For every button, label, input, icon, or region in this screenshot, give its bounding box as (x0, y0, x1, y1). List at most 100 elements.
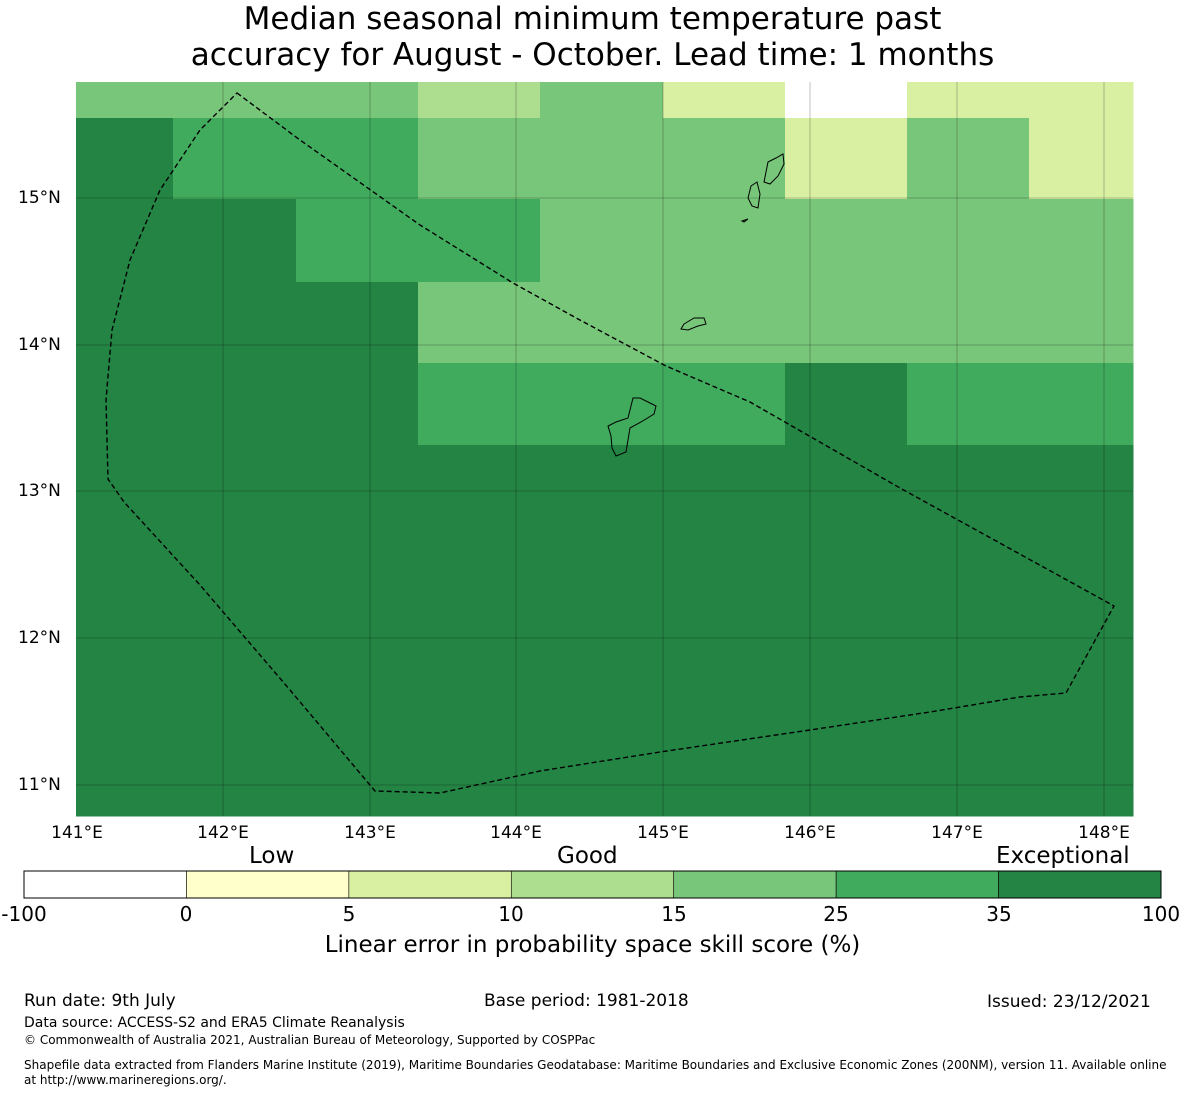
colorbar-segment (998, 870, 1162, 899)
grid-cell (418, 199, 541, 283)
grid-cell (907, 118, 1030, 200)
category-label-good: Good (557, 843, 618, 869)
lon-tick-label: 146°E (784, 823, 836, 843)
grid-cell (418, 118, 541, 200)
grid-cell (785, 82, 908, 119)
tinian-island (747, 181, 761, 209)
grid-cell (296, 199, 419, 283)
grid-cell (173, 118, 297, 200)
grid-cell (1029, 82, 1134, 119)
grid-cell (663, 118, 786, 200)
grid-cell (76, 82, 174, 119)
colorbar-axis-label: Linear error in probability space skill … (324, 932, 861, 958)
lon-tick-label: 145°E (637, 823, 689, 843)
colorbar-frame (23, 870, 1162, 899)
grid-cell (296, 363, 419, 446)
grid-cell (540, 118, 664, 200)
data-source: Data source: ACCESS-S2 and ERA5 Climate … (24, 1015, 405, 1031)
colorbar-tick-label: 100 (1141, 902, 1181, 926)
grid-cell (907, 445, 1030, 817)
grid-cell (76, 363, 174, 446)
grid-cell (418, 82, 541, 119)
grid-cell (785, 282, 908, 364)
colorbar-tick-label: -100 (1, 902, 47, 926)
rota-island (680, 317, 707, 331)
grid-cell (1029, 118, 1134, 200)
colorbar-segment (348, 870, 512, 899)
grid-cell (296, 282, 419, 364)
lat-tick-label: 11°N (18, 775, 61, 795)
grid-cell (173, 445, 297, 817)
grid-cell (418, 282, 541, 364)
lon-tick-label: 142°E (197, 823, 249, 843)
colorbar (23, 870, 1162, 899)
grid-cell (76, 282, 174, 364)
grid-cell (540, 82, 664, 119)
graticule (76, 82, 1133, 816)
copyright-notice: © Commonwealth of Australia 2021, Austra… (24, 1033, 596, 1047)
grid-cell (1029, 282, 1134, 364)
lat-tick-label: 12°N (18, 628, 61, 648)
colorbar-tick-label: 15 (661, 902, 687, 926)
grid-cell (663, 445, 786, 817)
colorbar-tick-label: 35 (986, 902, 1012, 926)
category-label-exceptional: Exceptional (996, 843, 1130, 869)
grid-cell (1029, 199, 1134, 283)
lon-tick-label: 147°E (931, 823, 983, 843)
grid-cell (785, 118, 908, 200)
lon-tick-label: 144°E (490, 823, 542, 843)
issued-date: Issued: 23/12/2021 (987, 992, 1151, 1012)
colorbar-tick-label: 10 (498, 902, 524, 926)
colorbar-segment (835, 870, 999, 899)
aguijan-island (740, 218, 749, 223)
lat-tick-label: 15°N (18, 188, 61, 208)
lon-tick-label: 148°E (1078, 823, 1130, 843)
base-period: Base period: 1981-2018 (484, 991, 689, 1011)
run-date: Run date: 9th July (24, 991, 176, 1011)
colorbar-tick-label: 0 (179, 902, 193, 926)
grid-cell (907, 199, 1030, 283)
colorbar-tick-label: 5 (342, 902, 356, 926)
grid-cell (173, 82, 297, 119)
colorbar-segment (23, 870, 187, 899)
grid-cell (907, 363, 1030, 446)
grid-cell (296, 82, 419, 119)
eez-boundary (105, 92, 1115, 794)
grid-cell (296, 118, 419, 200)
colorbar-segment (673, 870, 837, 899)
grid-cell (540, 282, 664, 364)
grid-cell (785, 445, 908, 817)
grid-cell (76, 445, 174, 817)
colorbar-segment (510, 870, 675, 899)
grid-cell (173, 363, 297, 446)
grid-cell (1029, 445, 1134, 817)
grid-cell (418, 363, 541, 446)
shapefile-credit-line-1: Shapefile data extracted from Flanders M… (24, 1058, 1167, 1072)
grid-cell (663, 282, 786, 364)
grid-cell (785, 363, 908, 446)
lon-tick-label: 143°E (344, 823, 396, 843)
colorbar-tick-label: 25 (823, 902, 849, 926)
grid-cell (663, 199, 786, 283)
grid-cell (907, 282, 1030, 364)
guam-island (607, 397, 657, 457)
lat-tick-label: 13°N (18, 481, 61, 501)
grid-cell (173, 199, 297, 283)
colorbar-segment (186, 870, 350, 899)
grid-cell (785, 199, 908, 283)
grid-cell (76, 199, 174, 283)
chart-title-line-1: Median seasonal minimum temperature past (243, 1, 942, 37)
grid-cell (418, 445, 541, 817)
chart-title-line-2: accuracy for August - October. Lead time… (190, 37, 995, 73)
grid-cell (663, 82, 786, 119)
lat-tick-label: 14°N (18, 335, 61, 355)
grid-cell (663, 363, 786, 446)
category-label-low: Low (249, 843, 295, 869)
saipan-island (763, 153, 785, 185)
grid-cell (296, 445, 419, 817)
grid-cell (1029, 363, 1134, 446)
lon-tick-label: 141°E (51, 823, 103, 843)
grid-cell (907, 82, 1030, 119)
grid-cell (540, 363, 664, 446)
